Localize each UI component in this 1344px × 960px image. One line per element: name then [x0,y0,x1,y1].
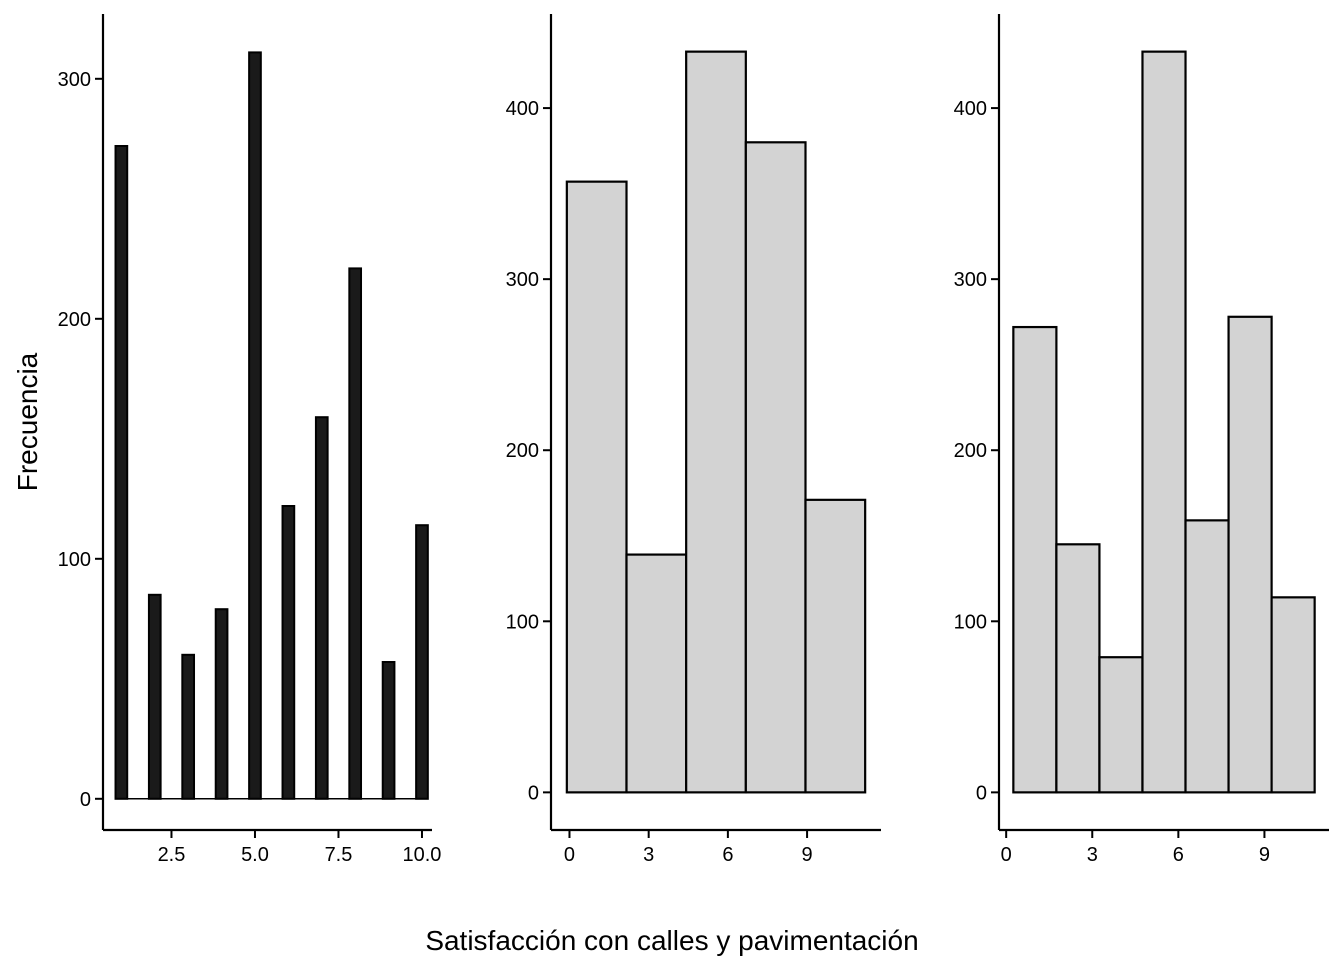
histogram-bar [804,498,867,794]
x-tick-label: 2.5 [158,844,186,866]
x-axis-title: Satisfacción con calles y pavimentación [425,925,918,956]
bar [147,593,162,800]
bar [214,608,229,800]
histogram-bar [565,180,628,794]
histogram-bar [1098,656,1144,794]
histogram-bar [685,50,747,794]
y-tick-label: 0 [80,789,91,811]
x-tick-label: 10.0 [403,844,442,866]
chart-panel-1: 0 100 200 300 2.5 5.0 7.5 10.0 [58,14,442,866]
chart-panel-2: 0 100 200 300 400 0 3 6 9 [506,14,881,866]
y-tick-label: 100 [58,549,91,571]
y-tick-label: 400 [954,98,987,120]
bar [314,416,329,800]
histogram-bar [1270,596,1316,794]
y-tick-label: 0 [528,782,539,804]
y-tick-label: 400 [506,98,539,120]
x-tick-label: 3 [1087,844,1098,866]
y-tick-label: 300 [506,269,539,291]
x-tick-label: 5.0 [241,844,269,866]
chart-panel-3: 0 100 200 300 400 0 3 6 9 [954,14,1329,866]
histogram-bar [1141,50,1187,794]
y-tick-label: 0 [976,782,987,804]
y-tick-label: 300 [58,69,91,91]
y-tick-label: 300 [954,269,987,291]
histogram-bar [1012,325,1058,794]
x-tick-label: 9 [802,844,813,866]
x-tick-label: 0 [564,844,575,866]
x-tick-label: 6 [1173,844,1184,866]
x-tick-label: 3 [643,844,654,866]
x-tick-label: 7.5 [325,844,353,866]
bar [281,505,296,800]
histogram-bar [1055,543,1101,794]
bar [114,145,129,800]
y-tick-label: 100 [954,611,987,633]
bar [181,653,196,800]
y-tick-label: 200 [506,440,539,462]
y-tick-label: 200 [58,309,91,331]
x-tick-label: 0 [1001,844,1012,866]
y-tick-label: 200 [954,440,987,462]
bar [248,51,262,800]
bar [415,524,429,800]
histogram-bar [744,141,807,794]
histogram-bar [1227,315,1273,794]
y-axis-title: Frecuencia [12,352,43,491]
bar [348,267,363,800]
x-tick-label: 9 [1259,844,1270,866]
x-tick-label: 6 [722,844,733,866]
histogram-bar [625,553,688,794]
histogram-bar [1184,519,1230,794]
y-tick-label: 100 [506,611,539,633]
bar [381,661,396,800]
